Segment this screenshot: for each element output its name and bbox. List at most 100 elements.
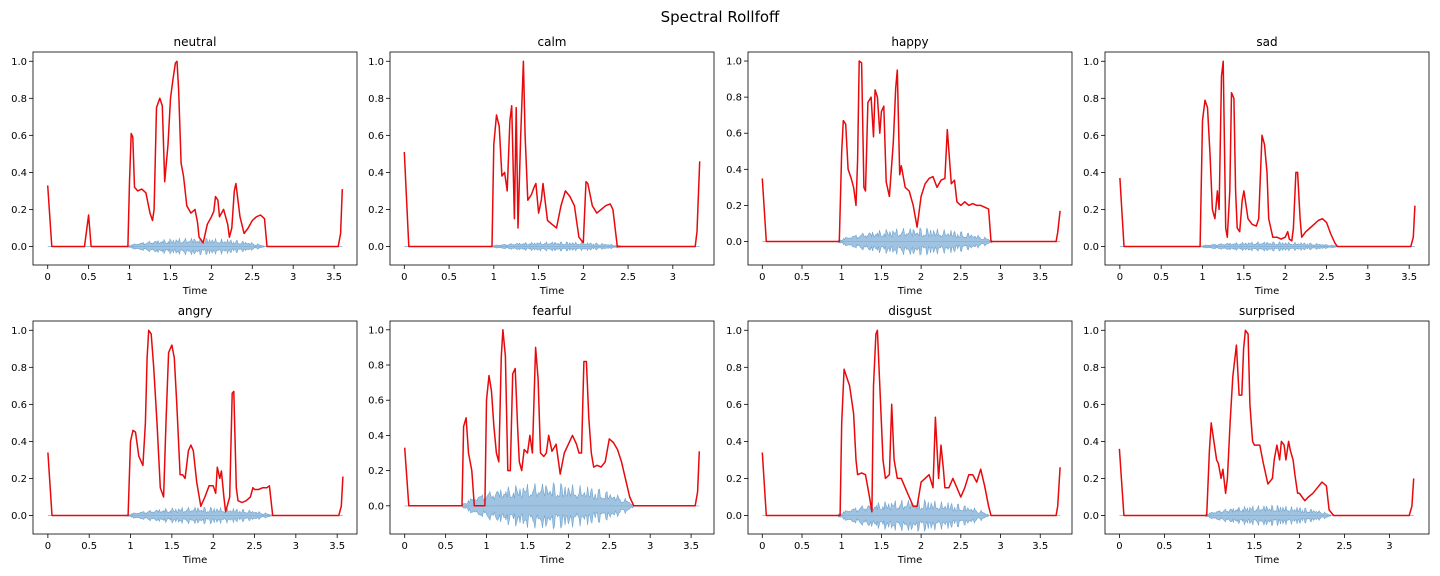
y-tick-label: 0.2: [1083, 474, 1099, 485]
x-tick-label: 1: [126, 272, 132, 283]
y-tick-label: 1.0: [726, 57, 742, 68]
y-tick-label: 0.6: [726, 129, 742, 140]
x-tick-label: 2: [918, 541, 924, 552]
axes-frame: [1104, 51, 1430, 266]
x-tick-label: 1.5: [873, 272, 889, 283]
y-tick-label: 0.8: [726, 93, 742, 104]
x-tick-label: 0: [45, 272, 51, 283]
rolloff-line-sad: [1119, 60, 1416, 248]
y-tick-label: 0.4: [726, 437, 742, 448]
y-tick-label: 0.0: [1083, 242, 1099, 253]
y-tick-label: 0.6: [368, 131, 384, 142]
subplot-title: happy: [891, 35, 928, 49]
y-tick-label: 0.2: [726, 201, 742, 212]
x-axis-label: Time: [897, 555, 922, 566]
x-tick-label: 2: [1282, 272, 1288, 283]
x-tick-label: 0: [759, 272, 765, 283]
y-tick-label: 0.4: [368, 431, 384, 442]
subplot-title: neutral: [174, 35, 217, 49]
y-tick-label: 0.8: [1083, 363, 1099, 374]
x-tick-label: 3.5: [683, 541, 699, 552]
y-tick-label: 0.6: [726, 400, 742, 411]
x-axis-label: Time: [1254, 286, 1279, 297]
waveform-angry: [125, 506, 274, 525]
waveform-sad: [1197, 241, 1340, 252]
x-tick-label: 1.5: [163, 272, 179, 283]
x-tick-label: 1: [491, 272, 497, 283]
x-tick-label: 2.5: [1336, 541, 1352, 552]
x-tick-label: 3.5: [1401, 272, 1417, 283]
x-tick-label: 3.5: [326, 272, 342, 283]
axes-frame: [389, 51, 715, 266]
y-tick-label: 0.8: [726, 363, 742, 374]
rolloff-line-disgust: [761, 329, 1061, 517]
axes-frame: [747, 320, 1073, 535]
x-axis-label: Time: [182, 286, 207, 297]
x-tick-label: 1.5: [1246, 541, 1262, 552]
y-tick-label: 0.8: [368, 361, 384, 372]
waveform-fearful: [461, 481, 635, 530]
x-tick-label: 2.5: [601, 541, 617, 552]
x-tick-label: 1.5: [873, 541, 889, 552]
y-tick-label: 1.0: [11, 57, 27, 68]
subplot-neutral: 0 0.5 1 1.5 2 2.5 3 3.5 0.0 0.2 0.4 0.6 0.8 1.0 neutra…: [11, 35, 358, 297]
y-tick-label: 0.2: [368, 205, 384, 216]
x-tick-label: 0: [759, 541, 765, 552]
x-tick-label: 3: [647, 541, 653, 552]
y-tick-label: 0.6: [1083, 131, 1099, 142]
x-tick-label: 2.5: [1319, 272, 1335, 283]
x-tick-label: 2.5: [953, 541, 969, 552]
subplot-title: calm: [538, 35, 567, 49]
y-tick-label: 0.8: [1083, 94, 1099, 105]
y-tick-label: 0.8: [11, 363, 27, 374]
x-tick-label: 3: [670, 272, 676, 283]
axes-frame: [32, 51, 358, 266]
subplot-fearful: 0 0.5 1 1.5 2 2.5 3 3.5 0.0 0.2 0.4 0.6 0.8 1.0 fearfu…: [368, 304, 715, 566]
x-tick-label: 1: [127, 541, 133, 552]
y-tick-label: 0.2: [11, 474, 27, 485]
waveform-happy: [837, 227, 993, 256]
y-tick-label: 0.6: [1083, 400, 1099, 411]
x-tick-label: 0: [402, 541, 408, 552]
y-tick-label: 0.0: [1083, 511, 1099, 522]
x-tick-label: 1: [1206, 541, 1212, 552]
x-axis-label: Time: [1254, 555, 1279, 566]
subplot-sad: 0 0.5 1 1.5 2 2.5 3 3.5 0.0 0.2 0.4 0.6 0.8 1.0 sad Tim…: [1083, 35, 1430, 297]
waveform-calm: [488, 241, 625, 252]
x-tick-label: 1.5: [164, 541, 180, 552]
axes-frame: [32, 320, 358, 535]
x-tick-label: 2.5: [244, 272, 260, 283]
y-tick-label: 0.6: [11, 131, 27, 142]
y-tick-label: 1.0: [368, 57, 384, 68]
y-tick-label: 1.0: [11, 326, 27, 337]
x-tick-label: 3: [293, 541, 299, 552]
x-tick-label: 3.5: [329, 541, 345, 552]
y-tick-label: 1.0: [1083, 57, 1099, 68]
subplot-angry: 0 0.5 1 1.5 2 2.5 3 3.5 0.0 0.2 0.4 0.6 0.8 1.0 angry T…: [11, 304, 358, 566]
y-tick-label: 0.0: [11, 511, 27, 522]
x-tick-label: 1: [1199, 272, 1205, 283]
y-tick-label: 0.4: [11, 437, 27, 448]
y-tick-label: 0.6: [368, 396, 384, 407]
y-tick-label: 0.6: [11, 400, 27, 411]
x-tick-label: 3.5: [1032, 541, 1048, 552]
x-tick-label: 1.5: [531, 272, 547, 283]
y-tick-label: 1.0: [368, 325, 384, 336]
x-tick-label: 0.5: [1153, 272, 1169, 283]
x-axis-label: Time: [539, 555, 564, 566]
y-tick-label: 0.2: [11, 205, 27, 216]
x-tick-label: 0: [45, 541, 51, 552]
y-tick-label: 0.2: [1083, 205, 1099, 216]
y-tick-label: 1.0: [1083, 326, 1099, 337]
subplot-title: fearful: [532, 304, 571, 318]
y-tick-label: 0.8: [11, 94, 27, 105]
x-tick-label: 3: [290, 272, 296, 283]
x-tick-label: 3: [1365, 272, 1371, 283]
rolloff-line-fearful: [403, 329, 701, 507]
x-tick-label: 2: [565, 541, 571, 552]
subplot-happy: 0 0.5 1 1.5 2 2.5 3 3.5 0.0 0.2 0.4 0.6 0.8 1.0 happy T…: [726, 35, 1073, 297]
x-tick-label: 2: [580, 272, 586, 283]
x-tick-label: 1: [839, 541, 845, 552]
axes-frame: [747, 51, 1073, 266]
x-tick-label: 1.5: [520, 541, 536, 552]
